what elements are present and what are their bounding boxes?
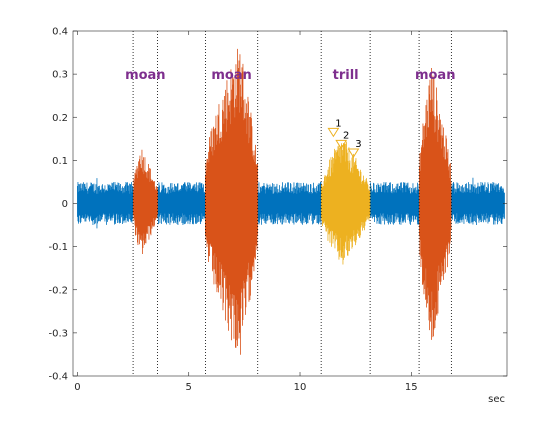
axes: 0 5 10 15 -0.4 -0.3 -0.2 -0.1 0 0.1 0.2 0.3 0.4 (48, 27, 508, 393)
y-tick-label: -0.2 (48, 285, 68, 296)
marker-triangle-1 (327, 127, 340, 138)
waveform-trill (321, 141, 371, 265)
waveform-background_waveform (77, 177, 505, 229)
y-tick-label: 0.3 (52, 70, 68, 81)
waveform-layer (77, 48, 505, 355)
marker-label-2: 2 (343, 130, 349, 141)
y-tick-label: -0.1 (48, 242, 68, 253)
segment-labels: moan moan trill moan (125, 68, 455, 83)
marker-triangle-2 (335, 139, 348, 150)
marker-triangle-3 (347, 148, 360, 158)
segment-label-1: moan (125, 68, 166, 83)
y-tick-label: -0.3 (48, 328, 68, 339)
segment-label-4: moan (415, 68, 456, 83)
x-tick-label: 5 (186, 382, 192, 393)
y-tick-label: 0.4 (52, 27, 68, 38)
y-tick-label: -0.4 (48, 372, 68, 383)
y-tick-label: 0.1 (52, 156, 68, 167)
x-tick-label: 10 (294, 382, 307, 393)
x-tick-label: 15 (405, 382, 418, 393)
segment-label-2: moan (211, 68, 252, 83)
segment-label-3: trill (333, 68, 359, 83)
segment-boundaries (132, 31, 452, 376)
y-tick-label: 0 (62, 199, 68, 210)
waveform-moan (133, 48, 452, 355)
x-tick-label: 0 (74, 382, 80, 393)
marker-label-1: 1 (335, 118, 341, 129)
trill-markers: 123 (327, 118, 362, 158)
marker-label-3: 3 (355, 139, 361, 150)
y-tick-label: 0.2 (52, 113, 68, 124)
x-axis-label: sec (488, 394, 505, 405)
